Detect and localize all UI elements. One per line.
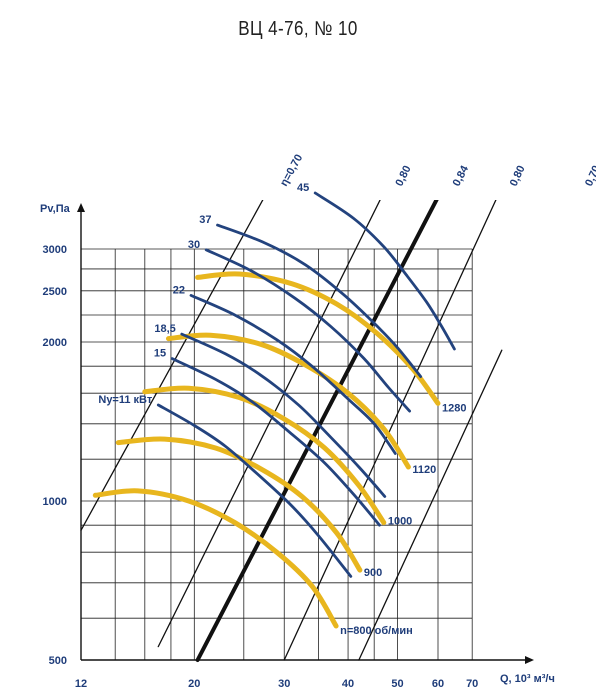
x-tick-label: 12 — [75, 678, 87, 690]
power-curve-label: 45 — [297, 182, 309, 194]
power-curves — [156, 191, 456, 578]
power-curve — [216, 223, 423, 378]
y-axis-label: Pv,Па — [40, 203, 71, 215]
x-axis-label: Q, 10³ м³/ч — [500, 673, 555, 685]
y-tick-label: 500 — [49, 655, 67, 667]
efficiency-line — [283, 200, 497, 661]
y-axis-arrow — [77, 203, 85, 212]
efficiency-label: 0,80 — [393, 164, 413, 189]
power-curve-label: Ny=11 кВт — [98, 394, 152, 406]
power-curve — [189, 294, 397, 455]
speed-curve — [166, 332, 411, 470]
efficiency-line — [80, 200, 264, 531]
speed-curve-label: 1120 — [412, 464, 436, 476]
efficiency-label: 0,70 — [583, 164, 596, 188]
y-tick-label: 2500 — [43, 286, 67, 298]
x-tick-label: 50 — [391, 678, 403, 690]
speed-curve — [115, 436, 363, 573]
efficiency-line — [195, 200, 439, 662]
efficiency-line — [358, 349, 503, 661]
power-curve-label: 37 — [199, 214, 211, 226]
speed-curves — [92, 271, 441, 629]
y-tick-label: 2000 — [43, 337, 67, 349]
power-curve — [180, 332, 387, 498]
speed-curve — [195, 271, 441, 406]
efficiency-label: 0,84 — [451, 163, 472, 188]
power-curve-label: 22 — [173, 284, 185, 296]
power-curve — [204, 248, 411, 413]
speed-curve — [142, 385, 387, 526]
grid — [80, 248, 473, 661]
speed-curve-label: 1280 — [442, 402, 466, 414]
power-curve-label: 30 — [188, 239, 200, 251]
efficiency-lines — [80, 200, 503, 662]
x-tick-label: 20 — [188, 678, 200, 690]
speed-curve-label: 900 — [364, 567, 382, 579]
speed-curve — [92, 488, 339, 629]
axes: 12 20 30 40 50 60 70 500 1000 2000 2500 3000 — [43, 203, 534, 690]
speed-curve-label: n=800 об/мин — [340, 625, 413, 637]
power-curve-label: 15 — [154, 348, 166, 360]
x-tick-label: 70 — [466, 678, 478, 690]
power-curve — [313, 191, 456, 351]
speed-curve-label: 1000 — [388, 516, 412, 528]
chart-title: ВЦ 4-76, № 10 — [238, 18, 358, 40]
y-tick-label: 1000 — [43, 496, 67, 508]
x-tick-label: 30 — [278, 678, 290, 690]
x-axis-arrow — [525, 656, 534, 664]
efficiency-label: 0,80 — [508, 164, 528, 188]
x-tick-label: 40 — [342, 678, 354, 690]
y-tick-label: 3000 — [43, 244, 67, 256]
power-curve-label: 18,5 — [154, 323, 175, 335]
power-curve — [170, 357, 381, 527]
power-curve — [156, 403, 353, 578]
x-tick-label: 60 — [432, 678, 444, 690]
